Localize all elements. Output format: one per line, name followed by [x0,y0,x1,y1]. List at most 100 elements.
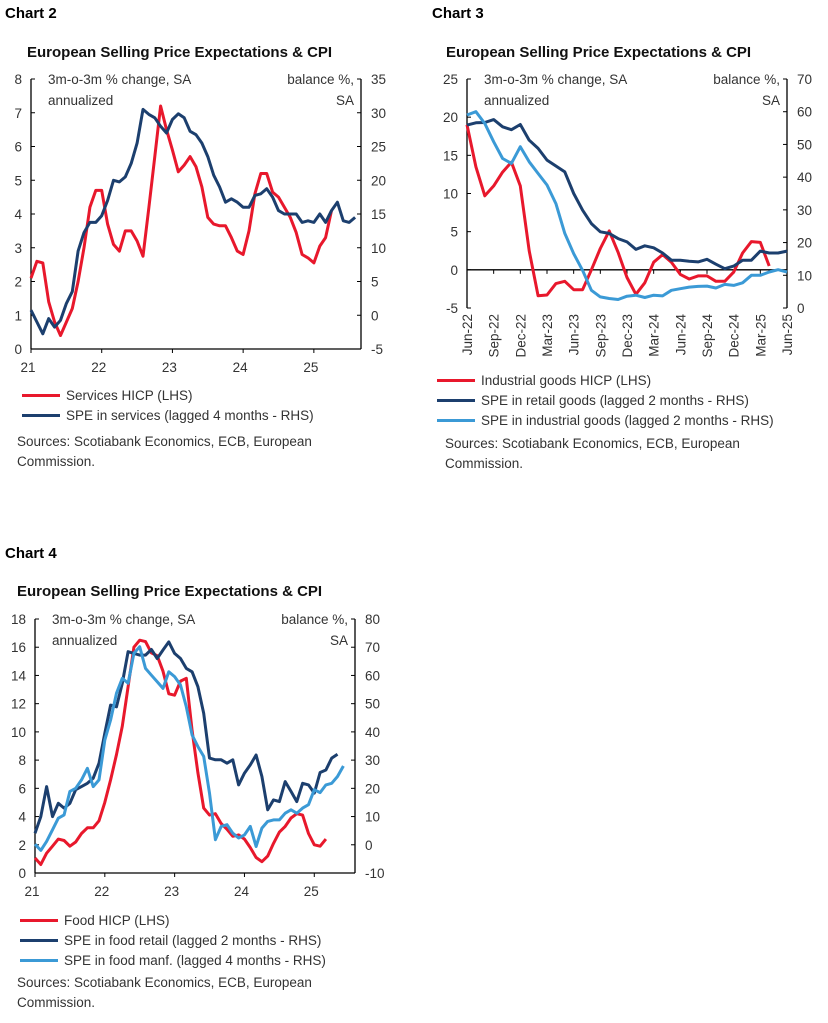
x-tick-label: 22 [91,360,106,375]
right-tick-label: 70 [365,640,380,655]
x-tick-label: 24 [234,884,250,899]
chart-3-sources: Sources: Scotiabank Economics, ECB, Euro… [445,436,740,471]
left-axis-label: 3m-o-3m % change, SA [52,612,195,627]
right-tick-label: 10 [797,268,812,283]
legend-item: SPE in food retail (lagged 2 months - RH… [20,933,321,948]
right-tick-label: 15 [371,207,386,222]
legend-item: SPE in food manf. (lagged 4 months - RHS… [20,953,326,968]
legend-item: SPE in services (lagged 4 months - RHS) [22,408,314,423]
legend-label: Services HICP (LHS) [66,388,193,403]
right-tick-label: 30 [371,106,386,121]
right-tick-label: 50 [365,697,380,712]
series-line-1 [29,104,333,337]
right-tick-label: 80 [365,612,380,627]
x-tick-label: Dec-23 [620,314,635,358]
right-tick-label: 20 [365,781,380,796]
right-tick-label: 10 [371,241,386,256]
left-tick-label: 6 [14,140,22,155]
right-axis-label: SA [330,633,348,648]
series-line-1 [465,124,771,298]
x-tick-label: Mar-25 [753,314,768,357]
left-axis-label: annualized [52,633,117,648]
x-tick-label: 21 [20,360,35,375]
x-tick-label: Sep-24 [700,314,715,358]
left-tick-label: 14 [11,668,27,683]
x-tick-label: 25 [303,360,318,375]
series-line-1 [33,638,328,866]
legend-swatch [20,919,58,922]
x-tick-label: Jun-22 [460,314,475,355]
legend-item: Services HICP (LHS) [22,388,193,403]
x-tick-label: 24 [233,360,249,375]
legend-item: SPE in industrial goods (lagged 2 months… [437,413,774,428]
x-tick-label: 22 [94,884,109,899]
x-tick-label: Dec-22 [513,314,528,358]
right-axis-label: SA [336,93,354,108]
legend-label: SPE in food manf. (lagged 4 months - RHS… [64,953,326,968]
legend-label: SPE in retail goods (lagged 2 months - R… [481,393,749,408]
x-tick-label: Dec-24 [727,314,742,358]
left-tick-label: 12 [11,697,26,712]
chart-2-heading: Chart 2 [5,5,57,22]
left-tick-label: 4 [14,207,22,222]
left-axis-label: 3m-o-3m % change, SA [48,72,191,87]
x-tick-label: 23 [162,360,177,375]
right-tick-label: 0 [371,308,379,323]
chart-3-title: European Selling Price Expectations & CP… [446,44,752,61]
right-tick-label: 40 [365,725,380,740]
left-tick-label: 4 [18,810,26,825]
legend-swatch [20,939,58,942]
left-tick-label: 0 [14,342,22,357]
x-tick-label: 25 [304,884,319,899]
right-tick-label: 0 [797,301,805,316]
right-tick-label: 20 [797,236,812,251]
right-axis-label: balance %, [713,72,780,87]
x-tick-label: 21 [24,884,39,899]
chart-2-title: European Selling Price Expectations & CP… [27,44,333,61]
right-tick-label: 50 [797,137,812,152]
x-tick-label: Jun-25 [780,314,795,355]
left-tick-label: 18 [11,612,26,627]
legend-item: SPE in retail goods (lagged 2 months - R… [437,393,749,408]
x-tick-label: Mar-23 [540,314,555,357]
right-tick-label: 60 [797,105,812,120]
x-tick-label: 23 [164,884,179,899]
series-line-2 [29,107,357,336]
series-line-3 [33,645,345,852]
chart-4-title: European Selling Price Expectations & CP… [17,583,323,600]
x-tick-label: Jun-24 [673,314,688,356]
series-line-2 [466,118,788,271]
left-tick-label: 0 [18,866,26,881]
right-tick-label: 30 [797,203,812,218]
legend-label: Industrial goods HICP (LHS) [481,373,652,388]
left-tick-label: 0 [450,263,458,278]
x-tick-label: Mar-24 [647,314,662,357]
right-tick-label: 0 [365,838,373,853]
legend-label: SPE in food retail (lagged 2 months - RH… [64,933,322,948]
series-line-3 [466,110,788,301]
legend-label: Food HICP (LHS) [64,913,170,928]
left-tick-label: 1 [14,308,22,323]
x-tick-label: Jun-23 [567,314,582,355]
left-tick-label: 15 [443,148,458,163]
left-axis-label: annualized [484,93,549,108]
right-tick-label: 40 [797,170,812,185]
chart-4-sources: Sources: Scotiabank Economics, ECB, Euro… [17,975,312,1010]
left-tick-label: 8 [18,753,26,768]
series-line-2 [33,640,339,834]
legend-swatch [437,419,475,422]
legend-label: SPE in services (lagged 4 months - RHS) [66,408,314,423]
left-tick-label: 20 [443,110,458,125]
x-tick-label: Sep-22 [487,314,502,358]
left-tick-label: 2 [14,275,22,290]
left-tick-label: 3 [14,241,22,256]
right-tick-label: 60 [365,668,380,683]
chart-2-sources: Sources: Scotiabank Economics, ECB, Euro… [17,434,312,469]
left-tick-label: 5 [14,173,22,188]
left-tick-label: 25 [443,72,458,87]
left-tick-label: 16 [11,640,26,655]
legend-swatch [437,379,475,382]
legend-swatch [20,959,58,962]
legend-item: Food HICP (LHS) [20,913,170,928]
